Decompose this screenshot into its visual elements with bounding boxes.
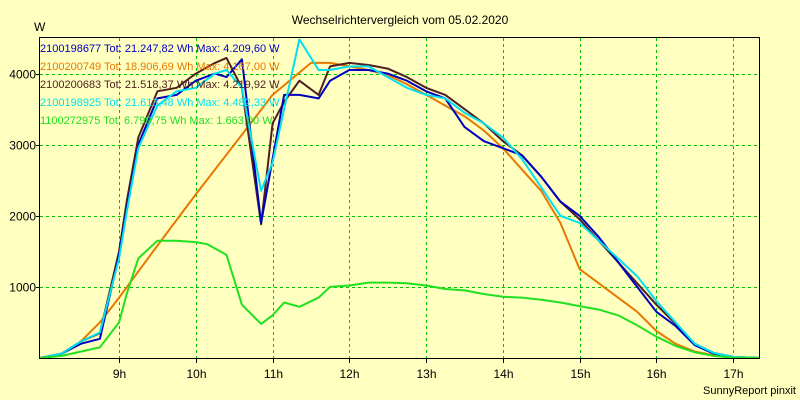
- series-line-4: [39, 38, 761, 359]
- footer-credit: SunnyReport pinxit: [703, 385, 796, 397]
- legend: 2100198677 Tot: 21.247,82 Wh Max: 4.209,…: [40, 43, 280, 127]
- y-tick-label: 4000: [9, 68, 36, 82]
- x-tick-label: 13h: [416, 367, 436, 381]
- legend-entry: 2100198925 Tot: 21.613,48 Wh Max: 4.482,…: [40, 97, 280, 109]
- legend-entry: 2100200683 Tot: 21.518,37 Wh Max: 4.219,…: [40, 79, 280, 91]
- legend-entry: 2100198677 Tot: 21.247,82 Wh Max: 4.209,…: [40, 43, 280, 55]
- plot-frame: [39, 37, 760, 359]
- legend-entry: 2100200749 Tot: 18.906,69 Wh Max: 4.167,…: [40, 61, 280, 73]
- x-axis-ticks: 9h 10h 11h 12h 13h 14h 15h 16h 17h: [113, 358, 744, 381]
- series-lines: [39, 38, 761, 359]
- y-tick-label: 2000: [9, 210, 36, 224]
- y-tick-label: 3000: [9, 139, 36, 153]
- x-tick-label: 12h: [339, 367, 359, 381]
- series-line-3: [39, 58, 761, 359]
- x-tick-label: 14h: [493, 367, 513, 381]
- series-line-1: [39, 61, 761, 359]
- legend-entry: 1100272975 Tot: 6.799,75 Wh Max: 1.663,0…: [40, 115, 273, 127]
- series-line-5: [39, 239, 761, 359]
- y-axis-label: W: [34, 20, 46, 34]
- x-tick-label: 11h: [264, 367, 283, 381]
- x-tick-label: 15h: [570, 367, 590, 381]
- x-tick-label: 16h: [646, 367, 666, 381]
- y-axis-ticks: 1000 2000 3000 4000: [9, 68, 40, 295]
- y-tick-label: 1000: [9, 281, 36, 295]
- chart-title: Wechselrichtervergleich vom 05.02.2020: [292, 13, 509, 27]
- x-tick-label: 9h: [113, 367, 126, 381]
- x-tick-label: 10h: [186, 367, 206, 381]
- x-tick-label: 17h: [723, 367, 743, 381]
